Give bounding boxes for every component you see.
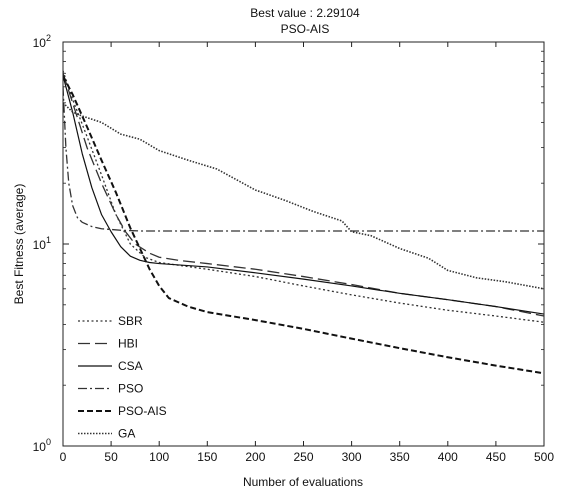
x-tick-label: 150	[197, 450, 217, 464]
x-tick-label: 300	[342, 450, 362, 464]
series-line-ga	[63, 102, 544, 290]
chart-subtitle: PSO-AIS	[281, 22, 330, 36]
y-tick-label: 102	[33, 33, 51, 50]
y-tick-base: 10	[33, 238, 47, 252]
y-tick-exponent: 2	[46, 33, 51, 43]
y-tick-base: 10	[33, 36, 47, 50]
x-tick-label: 50	[104, 450, 118, 464]
legend: SBR HBI CSA PSO PSO-AIS GA	[78, 314, 167, 441]
x-tick-label: 400	[438, 450, 458, 464]
y-tick-exponent: 1	[46, 235, 51, 245]
legend-label: HBI	[118, 337, 138, 351]
y-tick-label: 100	[33, 437, 51, 454]
chart-title: Best value : 2.29104	[250, 6, 360, 20]
legend-label: GA	[118, 427, 135, 441]
y-axis-label: Best Fitness (average)	[12, 184, 26, 305]
y-tick-label: 101	[33, 235, 51, 252]
x-axis-label: Number of evaluations	[243, 475, 363, 489]
x-tick-label: 350	[390, 450, 410, 464]
series-line-pso-ais	[63, 75, 544, 375]
x-tick-label: 250	[293, 450, 313, 464]
legend-label: PSO	[118, 382, 143, 396]
legend-label: SBR	[118, 314, 143, 328]
x-tick-label: 500	[534, 450, 554, 464]
legend-label: CSA	[118, 359, 143, 373]
y-tick-base: 10	[33, 440, 47, 454]
x-tick-label: 450	[486, 450, 506, 464]
series-layer	[63, 70, 544, 375]
legend-label: PSO-AIS	[118, 404, 167, 418]
x-tick-label: 100	[149, 450, 169, 464]
x-tick-label: 0	[60, 450, 67, 464]
series-line-sbr	[63, 70, 544, 323]
series-line-csa	[63, 75, 544, 315]
x-tick-label: 200	[245, 450, 265, 464]
y-tick-exponent: 0	[46, 437, 51, 447]
series-line-pso	[63, 86, 544, 232]
